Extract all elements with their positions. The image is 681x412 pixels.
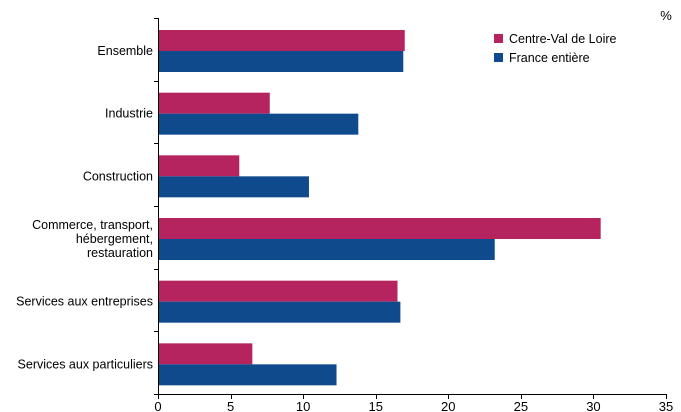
legend: Centre-Val de Loire France entière xyxy=(494,32,617,65)
category-label-line: Services aux particuliers xyxy=(18,357,153,371)
x-tick-label-30: 30 xyxy=(586,399,600,412)
legend-swatch-0 xyxy=(494,34,503,43)
bar-centre-val-de-loire-1 xyxy=(158,93,270,114)
bar-france-entiere-4 xyxy=(158,302,400,323)
bar-centre-val-de-loire-2 xyxy=(158,155,239,176)
bar-france-entiere-0 xyxy=(158,51,403,72)
category-label-1: Industrie xyxy=(105,107,153,121)
category-label-line: restauration xyxy=(87,246,153,260)
legend-swatch-1 xyxy=(494,53,503,62)
category-label-line: Ensemble xyxy=(97,44,153,58)
category-label-line: hébergement, xyxy=(76,232,153,246)
legend-label-0: Centre-Val de Loire xyxy=(509,32,617,46)
legend-label-1: France entière xyxy=(509,51,590,65)
x-tick-label-25: 25 xyxy=(514,399,528,412)
x-tick-label-15: 15 xyxy=(368,399,382,412)
bar-france-entiere-2 xyxy=(158,176,309,197)
category-label-3: Commerce, transport, hébergement, restaura… xyxy=(32,218,153,260)
bar-centre-val-de-loire-0 xyxy=(158,30,405,51)
bar-france-entiere-3 xyxy=(158,239,495,260)
category-label-line: Services aux entreprises xyxy=(16,295,153,309)
bar-centre-val-de-loire-3 xyxy=(158,218,601,239)
x-tick-label-20: 20 xyxy=(441,399,455,412)
unit-label: % xyxy=(660,8,672,23)
bar-france-entiere-1 xyxy=(158,114,358,135)
x-tick-label-35: 35 xyxy=(659,399,673,412)
x-tick-label-0: 0 xyxy=(154,399,161,412)
category-label-2: Construction xyxy=(83,169,153,183)
category-label-line: Commerce, transport, xyxy=(32,218,153,232)
x-tick-label-5: 5 xyxy=(227,399,234,412)
bar-centre-val-de-loire-5 xyxy=(158,343,252,364)
category-label-5: Services aux particuliers xyxy=(18,357,153,371)
x-tick-labels: 0 5 10 15 20 25 30 35 xyxy=(154,399,673,412)
x-tick-label-10: 10 xyxy=(296,399,310,412)
category-label-line: Construction xyxy=(83,169,153,183)
category-labels: Ensemble Industrie Construction Commerce, t… xyxy=(16,44,153,371)
category-label-line: Industrie xyxy=(105,107,153,121)
category-label-4: Services aux entreprises xyxy=(16,295,153,309)
axes-layer xyxy=(154,18,667,399)
bar-centre-val-de-loire-4 xyxy=(158,281,397,302)
category-label-0: Ensemble xyxy=(97,44,153,58)
bar-france-entiere-5 xyxy=(158,364,337,385)
bars-layer xyxy=(158,30,601,385)
